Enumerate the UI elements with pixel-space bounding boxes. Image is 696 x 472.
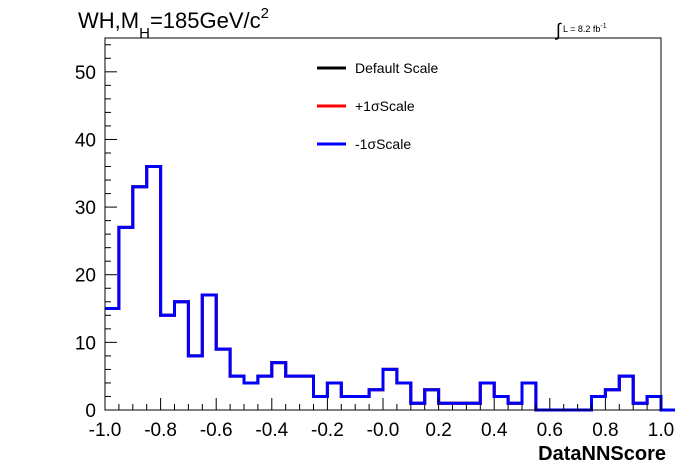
x-tick-label: 0.4 (481, 420, 508, 441)
x-tick-label: 0.6 (537, 420, 563, 441)
y-tick-label: 50 (75, 63, 96, 84)
legend-label: -1σScale (355, 136, 411, 152)
title-subscript: H (139, 25, 150, 42)
y-tick-label: 10 (75, 333, 96, 354)
legend-label: Default Scale (355, 60, 438, 76)
legend-item: -1σScale (317, 136, 411, 152)
x-tick-label: -0.6 (200, 420, 233, 441)
x-tick-label: 1.0 (648, 420, 674, 441)
title-rest: =185GeV/c (149, 8, 261, 33)
x-tick-label: -1.0 (89, 420, 122, 441)
lumi-superscript: -1 (600, 23, 607, 30)
x-tick-label: -0.4 (255, 420, 288, 441)
x-tick-label: -0.2 (311, 420, 344, 441)
series-line (105, 165, 675, 412)
series-1 (105, 165, 675, 412)
integral-symbol: ∫ (556, 20, 561, 40)
series-line (105, 165, 675, 412)
legend-item: +1σScale (317, 98, 415, 114)
title-main: WH,M (78, 8, 140, 33)
y-tick-label: 30 (75, 198, 96, 219)
x-tick-label: -0.8 (144, 420, 177, 441)
series-layer (105, 165, 675, 412)
y-tick-label: 40 (75, 130, 96, 151)
x-axis-label: DataNNScore (538, 443, 666, 465)
luminosity-label: ∫ L = 8.2 fb-1 (556, 16, 607, 40)
y-tick-label: 20 (75, 266, 96, 287)
x-tick-label: 0.8 (592, 420, 618, 441)
title-superscript: 2 (260, 5, 269, 22)
legend-label: +1σScale (355, 98, 415, 114)
axes-layer: -1.0 -0.8 -0.6 -0.4 -0.2 -0.0 0.2 0.4 0.6 0.8 1.0 0… (75, 44, 674, 441)
series-2 (105, 165, 675, 412)
x-tick-label: -0.0 (367, 420, 400, 441)
lumi-text: L = 8.2 fb (562, 24, 601, 34)
series-3 (105, 165, 675, 412)
series-line (105, 165, 675, 412)
chart-title: WH,MH=185GeV/c2 (78, 5, 269, 42)
legend-item: Default Scale (317, 60, 438, 76)
legend: Default Scale +1σScale -1σScale (317, 60, 438, 152)
y-tick-label: 0 (85, 401, 96, 422)
x-tick-label: 0.2 (425, 420, 451, 441)
